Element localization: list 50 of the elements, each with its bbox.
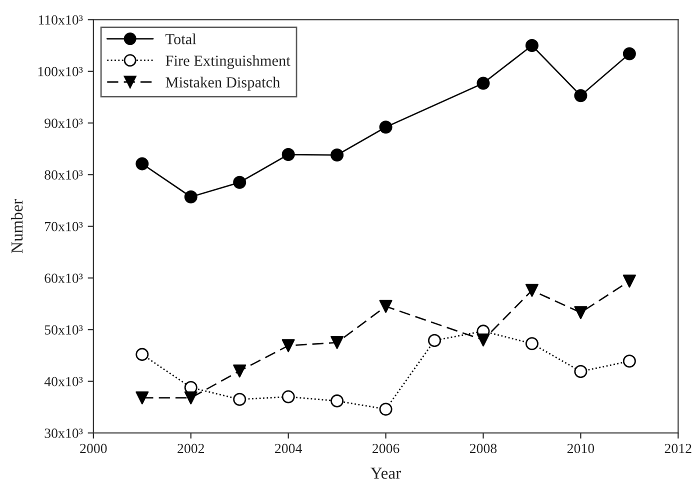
y-tick-label: 60x10³: [44, 274, 83, 283]
point: [622, 47, 636, 60]
point: [330, 336, 344, 350]
x-axis-title: Year: [370, 468, 401, 479]
point: [379, 300, 392, 313]
point: [622, 354, 636, 368]
point: [574, 89, 588, 102]
point: [136, 348, 149, 361]
x-tick-label: 2004: [275, 444, 302, 454]
point: [428, 334, 442, 347]
point: [525, 337, 538, 350]
point: [476, 76, 490, 90]
y-tick-label: 80x10³: [44, 170, 83, 180]
point: [282, 148, 295, 162]
point: [330, 394, 344, 408]
legend-label: Fire Extinguishment: [166, 55, 290, 70]
point: [233, 392, 246, 406]
y-tick-label: 40x10³: [44, 376, 83, 386]
legend-label: Total: [166, 34, 196, 44]
point: [574, 364, 588, 378]
legend-label: Mistaken Dispatch: [166, 76, 280, 91]
point: [525, 39, 538, 52]
point: [574, 306, 588, 320]
point: [330, 148, 344, 162]
point: [136, 391, 149, 404]
y-tick-label: 110x10³: [38, 15, 83, 25]
point: [233, 364, 246, 378]
point: [282, 390, 295, 404]
x-tick-label: 2000: [80, 444, 107, 454]
point: [233, 176, 246, 189]
x-tick-label: 2006: [372, 444, 400, 454]
point: [379, 120, 392, 134]
point: [476, 333, 490, 346]
y-tick-label: 100x10³: [38, 66, 83, 76]
point: [379, 402, 392, 416]
point: [525, 284, 538, 297]
point: [136, 157, 149, 170]
point: [622, 274, 636, 288]
x-tick-label: 2002: [178, 444, 204, 454]
point: [184, 391, 198, 404]
x-tick-label: 2012: [664, 444, 692, 454]
point: [282, 339, 295, 352]
y-tick-label: 50x10³: [44, 325, 83, 335]
y-axis-title: Number: [10, 199, 23, 254]
x-tick-label: 2010: [567, 444, 594, 454]
y-tick-label: 70x10³: [45, 222, 83, 232]
y-tick-label: 30x10³: [44, 428, 83, 438]
x-tick-label: 2008: [470, 444, 497, 454]
y-tick-label: 90x10³: [44, 118, 83, 128]
point: [184, 190, 198, 204]
